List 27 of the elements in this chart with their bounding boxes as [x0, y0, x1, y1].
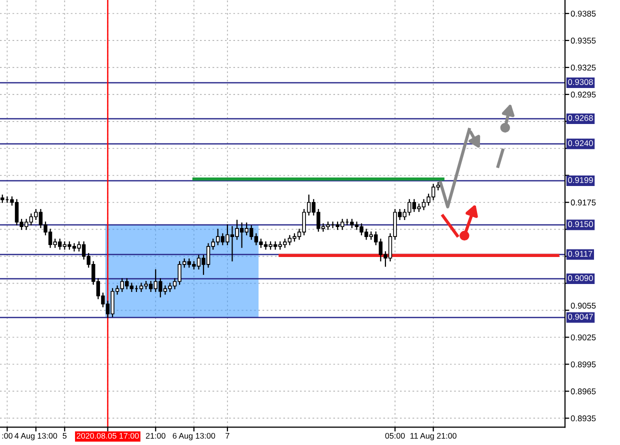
y-tick-label: 0.9385	[570, 10, 596, 17]
ref-line-label: 0.9150	[568, 221, 593, 228]
ref-line-label: 0.9090	[568, 275, 593, 282]
y-tick-label: 0.9355	[570, 38, 596, 44]
y-tick-label: 0.8965	[570, 388, 596, 394]
y-tick-label: 0.9295	[570, 92, 596, 98]
x-tick-label: 2020.08.05 17:00	[76, 432, 139, 439]
ref-line-label: 0.9117	[568, 250, 592, 257]
y-tick-label: 0.8995	[570, 361, 596, 368]
ref-line-label: 0.9308	[568, 79, 593, 85]
x-tick-label: :00	[2, 432, 12, 439]
y-tick-label: 0.9325	[570, 64, 596, 71]
ref-line-label: 0.9268	[568, 115, 593, 121]
x-tick-label: 7	[226, 433, 230, 439]
x-tick-label: 6 Aug 13:00	[172, 432, 216, 440]
x-tick-label: 05:00	[385, 432, 405, 439]
y-tick-label: 0.9055	[570, 302, 596, 309]
ref-line-label: 0.9047	[568, 314, 593, 320]
x-tick-label: 21:00	[146, 432, 166, 439]
ref-line-label: 0.9240	[568, 140, 593, 146]
y-tick-label: 0.9175	[570, 200, 596, 206]
y-tick-label: 0.9025	[570, 334, 596, 340]
ref-line-label: 0.9199	[568, 177, 593, 184]
x-tick-label: 4 Aug 13:00	[14, 432, 58, 440]
y-tick-label: 0.8935	[570, 415, 596, 422]
x-tick-label: 11 Aug 21:00	[410, 432, 456, 440]
x-tick-label: 5	[62, 433, 67, 439]
